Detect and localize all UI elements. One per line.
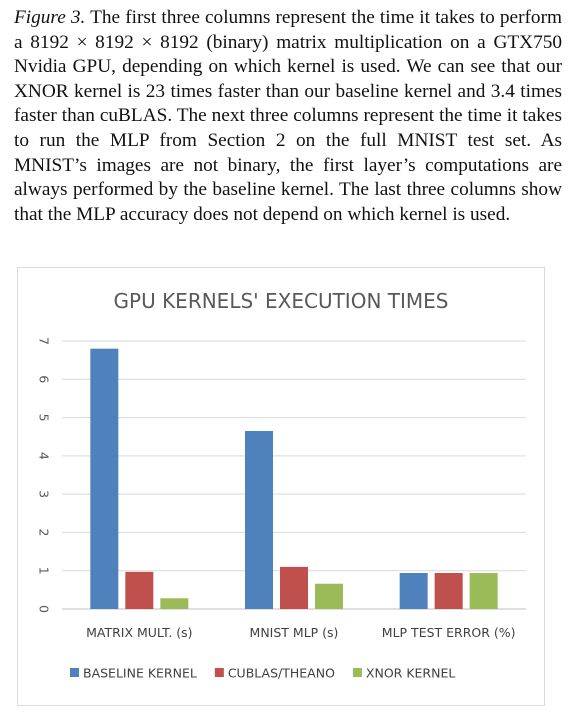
bar-chart: GPU KERNELS' EXECUTION TIMES 0 1 2 3 4 5 6 7 MA… [37, 289, 526, 681]
y-tick-label: 0 [37, 605, 52, 613]
bar [434, 573, 463, 609]
legend-label: CUBLAS/THEANO [228, 666, 335, 681]
figure-label: Figure 3. [14, 7, 86, 28]
y-axis-ticks: 0 1 2 3 4 5 6 7 [37, 337, 52, 613]
legend-swatch [352, 668, 362, 677]
caption-text: The first three columns represent the ti… [14, 7, 562, 225]
y-tick-label: 5 [37, 414, 52, 422]
legend-swatch [70, 668, 79, 677]
bar [469, 573, 498, 609]
gridlines [62, 340, 526, 610]
chart-frame: GPU KERNELS' EXECUTION TIMES 0 1 2 3 4 5 6 7 MA… [17, 267, 545, 706]
bar [280, 566, 308, 609]
legend-label: BASELINE KERNEL [83, 666, 197, 681]
y-tick-label: 3 [37, 490, 52, 498]
bar [245, 430, 273, 609]
y-tick-label: 1 [37, 567, 52, 575]
figure-caption: Figure 3. The first three columns repres… [14, 6, 562, 227]
y-tick-label: 6 [37, 375, 52, 383]
y-tick-label: 4 [37, 452, 52, 460]
category-label: MATRIX MULT. (s) [86, 625, 192, 640]
bar [399, 573, 428, 609]
category-label: MLP TEST ERROR (%) [382, 625, 516, 640]
category-label: MNIST MLP (s) [250, 625, 339, 640]
chart-title: GPU KERNELS' EXECUTION TIMES [114, 289, 449, 313]
bar [90, 348, 119, 609]
legend-label: XNOR KERNEL [366, 666, 455, 681]
bar [315, 583, 343, 609]
bar [160, 598, 189, 609]
legend: BASELINE KERNEL CUBLAS/THEANO XNOR KERNEL [70, 666, 455, 681]
bar [125, 571, 154, 609]
y-tick-label: 2 [37, 528, 52, 536]
legend-swatch [214, 668, 224, 677]
y-tick-label: 7 [37, 337, 52, 345]
category-labels: MATRIX MULT. (s) MNIST MLP (s) MLP TEST ER… [86, 625, 515, 640]
bars [90, 348, 498, 609]
